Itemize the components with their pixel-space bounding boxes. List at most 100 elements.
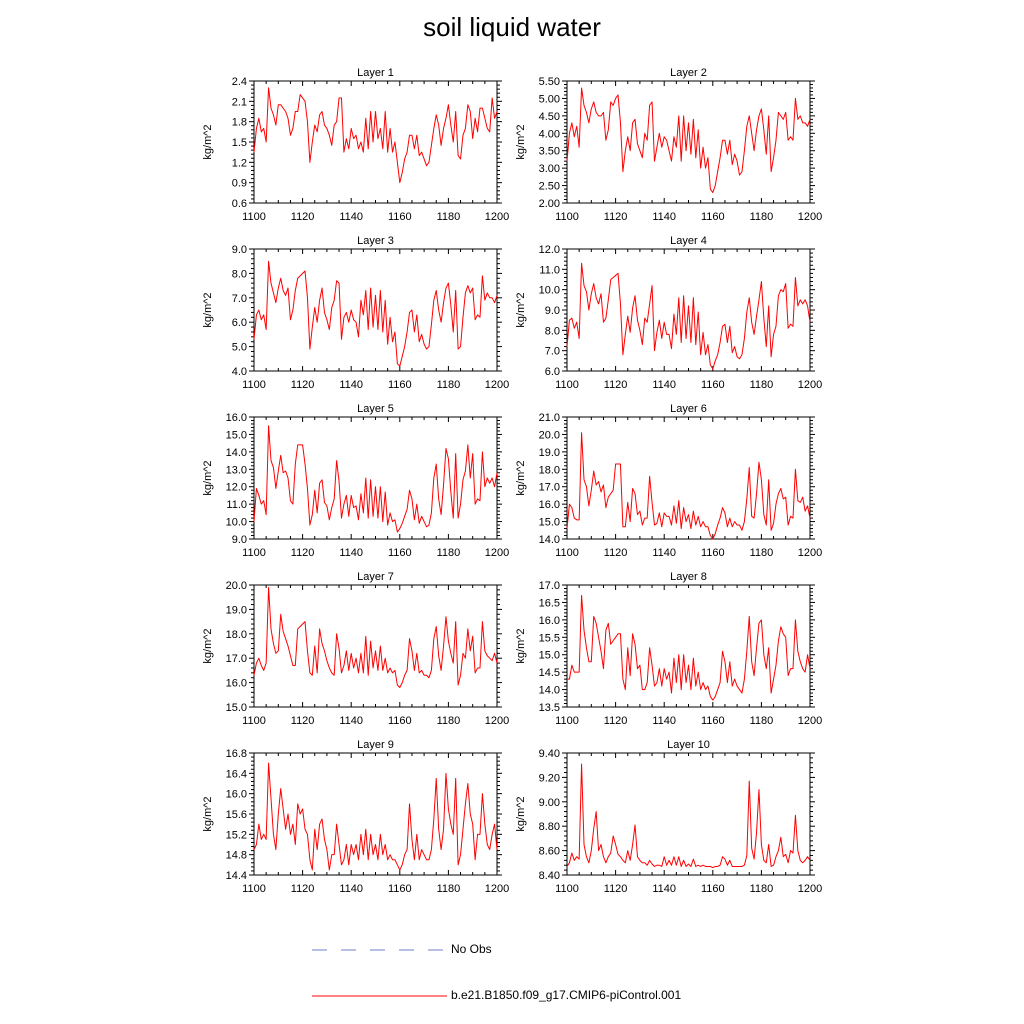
x-tick-label: 1200 [798,715,822,727]
panel-title: Layer 5 [357,403,394,415]
panel-title: Layer 1 [357,67,394,79]
y-tick-label: 21.0 [539,412,560,424]
x-tick-label: 1140 [652,547,676,559]
x-tick-label: 1160 [701,883,725,895]
x-tick-label: 1160 [388,379,412,391]
x-tick-label: 1120 [291,883,315,895]
x-tick-label: 1140 [652,883,676,895]
x-tick-label: 1160 [388,547,412,559]
x-tick-label: 1200 [798,379,822,391]
x-tick-label: 1100 [242,211,266,223]
x-tick-label: 1200 [798,883,822,895]
x-tick-label: 1140 [339,883,363,895]
x-tick-label: 1180 [750,883,774,895]
y-tick-label: 18.0 [226,629,247,641]
y-tick-label: 17.0 [226,653,247,665]
panel-frame [566,80,811,204]
y-tick-label: 7.0 [545,346,560,358]
y-tick-label: 8.0 [545,325,560,337]
y-tick-label: 20.0 [539,429,560,441]
panel-layer-1: Layer 1 kg/m^2 1100 1120 1140 1160 1180 1200 0.6… [202,67,509,223]
panel-title: Layer 6 [670,403,707,415]
y-tick-label: 6.0 [232,317,247,329]
x-tick-label: 1180 [437,211,461,223]
y-tick-label: 5.50 [539,76,560,88]
panel-layer-5: Layer 5 kg/m^2 1100 1120 1140 1160 1180 1200 9.0… [202,403,509,559]
y-tick-label: 1.5 [232,137,247,149]
series-line [566,763,811,869]
y-tick-label: 2.00 [539,198,560,210]
y-axis-label: kg/m^2 [202,628,214,663]
y-tick-label: 14.8 [226,850,247,862]
x-tick-label: 1180 [437,715,461,727]
x-tick-label: 1200 [485,211,509,223]
y-tick-label: 2.4 [232,76,247,88]
panel-title: Layer 3 [357,235,394,247]
y-tick-label: 8.80 [539,821,560,833]
panel-title: Layer 10 [667,739,710,751]
y-tick-label: 16.0 [226,678,247,690]
panel-layer-9: Layer 9 kg/m^2 1100 1120 1140 1160 1180 1200 14.… [202,739,509,895]
y-tick-label: 4.50 [539,111,560,123]
y-tick-label: 12.0 [226,482,247,494]
panel-frame [566,584,811,708]
panel-title: Layer 9 [357,739,394,751]
y-tick-label: 9.0 [232,534,247,546]
y-tick-label: 9.40 [539,748,560,760]
x-tick-label: 1100 [555,883,579,895]
x-tick-label: 1200 [485,379,509,391]
y-tick-label: 1.2 [232,157,247,169]
x-tick-label: 1100 [242,715,266,727]
x-tick-label: 1200 [485,715,509,727]
series-line [253,260,498,367]
y-tick-label: 9.20 [539,772,560,784]
panel-layer-3: Layer 3 kg/m^2 1100 1120 1140 1160 1180 1200 4.0… [202,235,509,391]
y-tick-label: 4.0 [232,366,247,378]
y-tick-label: 9.0 [545,305,560,317]
y-tick-label: 16.0 [539,499,560,511]
x-tick-label: 1100 [555,547,579,559]
y-tick-label: 11.0 [539,264,560,276]
y-tick-label: 14.0 [539,534,560,546]
y-tick-label: 15.0 [226,429,247,441]
x-tick-label: 1200 [485,883,509,895]
x-tick-label: 1120 [291,715,315,727]
panel-layer-2: Layer 2 kg/m^2 1100 1120 1140 1160 1180 1200 2.0… [515,67,822,223]
x-tick-label: 1140 [652,715,676,727]
y-axis-label: kg/m^2 [202,796,214,831]
series-line [566,432,811,540]
y-tick-label: 2.50 [539,181,560,193]
y-axis-label: kg/m^2 [515,460,527,495]
y-axis-label: kg/m^2 [202,460,214,495]
x-tick-label: 1160 [388,883,412,895]
panel-frame [253,248,498,372]
x-tick-label: 1140 [339,379,363,391]
panel-layer-8: Layer 8 kg/m^2 1100 1120 1140 1160 1180 1200 13.… [515,571,822,727]
x-tick-label: 1100 [555,379,579,391]
x-tick-label: 1140 [339,547,363,559]
legend-obs-label: No Obs [451,942,492,956]
y-tick-label: 15.5 [539,632,560,644]
panel-layer-4: Layer 4 kg/m^2 1100 1120 1140 1160 1180 1200 6.0… [515,235,822,391]
y-tick-label: 9.0 [232,244,247,256]
y-tick-label: 3.00 [539,163,560,175]
x-tick-label: 1120 [291,379,315,391]
y-tick-label: 8.60 [539,846,560,858]
panel-layer-10: Layer 10 kg/m^2 1100 1120 1140 1160 1180 1200 8.… [515,739,822,895]
y-tick-label: 19.0 [539,447,560,459]
y-tick-label: 1.8 [232,117,247,129]
x-tick-label: 1140 [652,211,676,223]
panel-title: Layer 7 [357,571,394,583]
series-line [253,87,498,184]
panel-title: Layer 8 [670,571,707,583]
y-tick-label: 16.0 [226,789,247,801]
y-tick-label: 17.0 [539,482,560,494]
y-tick-label: 15.6 [226,809,247,821]
x-tick-label: 1180 [437,547,461,559]
y-tick-label: 18.0 [539,464,560,476]
y-axis-label: kg/m^2 [515,292,527,327]
y-tick-label: 13.5 [539,702,560,714]
y-axis-label: kg/m^2 [515,628,527,663]
y-axis-label: kg/m^2 [202,292,214,327]
y-tick-label: 16.5 [539,597,560,609]
